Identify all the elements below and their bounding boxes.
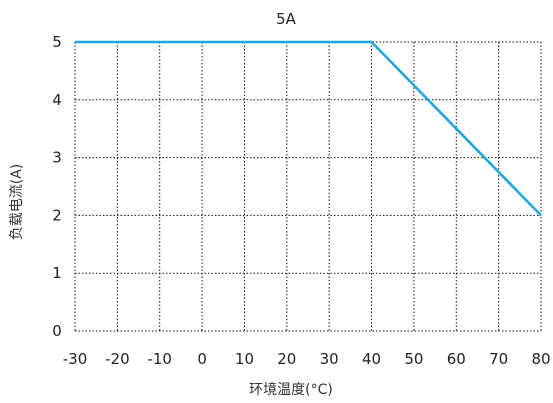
y-tick-labels: 0 1 2 3 4 5 — [52, 33, 62, 340]
y-tick-label: 5 — [52, 33, 62, 51]
x-tick-label: 60 — [447, 350, 466, 368]
x-tick-label: 10 — [235, 350, 254, 368]
x-tick-label: 50 — [404, 350, 423, 368]
x-tick-label: 80 — [531, 350, 550, 368]
series-layer — [75, 40, 542, 217]
y-tick-label: 4 — [52, 91, 62, 109]
x-tick-label: 0 — [197, 350, 207, 368]
x-tick-label: -20 — [105, 350, 130, 368]
y-tick-label: 1 — [52, 264, 62, 282]
chart-title: 5A — [276, 10, 297, 28]
y-tick-label: 0 — [52, 322, 62, 340]
x-tick-label: 30 — [320, 350, 339, 368]
x-tick-label: 70 — [489, 350, 508, 368]
plot-grid — [74, 41, 542, 332]
x-tick-label: -10 — [147, 350, 172, 368]
x-axis-label: 环境温度(°C) — [249, 382, 333, 398]
x-tick-labels: -30 -20 -10 0 10 20 30 40 50 60 70 80 — [63, 350, 551, 368]
y-tick-label: 3 — [52, 149, 62, 167]
y-axis-label: 负载电流(A) — [9, 164, 25, 241]
series-line — [75, 40, 542, 217]
x-tick-label: -30 — [63, 350, 88, 368]
x-tick-label: 40 — [362, 350, 381, 368]
x-tick-label: 20 — [277, 350, 296, 368]
y-tick-label: 2 — [52, 206, 62, 224]
